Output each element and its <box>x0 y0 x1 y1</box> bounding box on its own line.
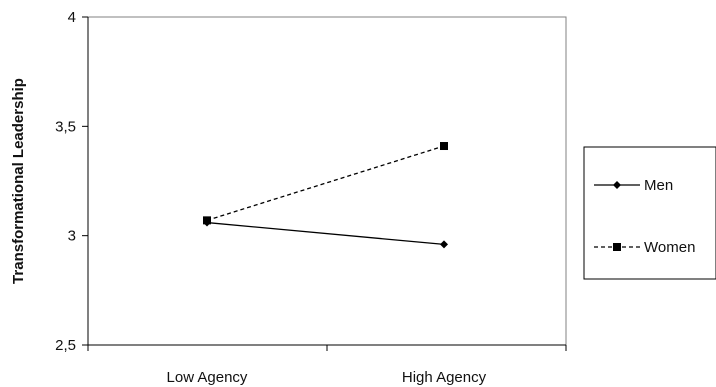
series-line-women <box>206 145 445 221</box>
series-layer <box>203 142 448 249</box>
x-tick-label: High Agency <box>402 369 487 386</box>
y-tick-label: 4 <box>68 9 76 26</box>
x-ticks: Low Agency High Agency <box>87 345 567 386</box>
y-ticks: 2,5 3 3,5 4 <box>55 9 88 354</box>
data-point-women <box>203 216 211 225</box>
plot-area <box>87 16 567 346</box>
x-tick-label: Low Agency <box>167 369 248 386</box>
y-tick-label: 3 <box>68 228 76 245</box>
legend-box <box>583 146 716 280</box>
legend-marker-men <box>613 181 621 189</box>
data-point-men <box>440 240 448 249</box>
legend-label-men: Men <box>644 177 673 194</box>
data-point-women <box>440 142 448 151</box>
legend-marker-women <box>613 243 621 251</box>
y-tick-label: 3,5 <box>55 118 76 135</box>
y-tick-label: 2,5 <box>55 337 76 354</box>
legend-label-women: Women <box>644 239 695 256</box>
y-axis-title: Transformational Leadership <box>10 78 27 284</box>
series-line-men <box>206 221 445 246</box>
legend: Men Women <box>594 177 695 256</box>
